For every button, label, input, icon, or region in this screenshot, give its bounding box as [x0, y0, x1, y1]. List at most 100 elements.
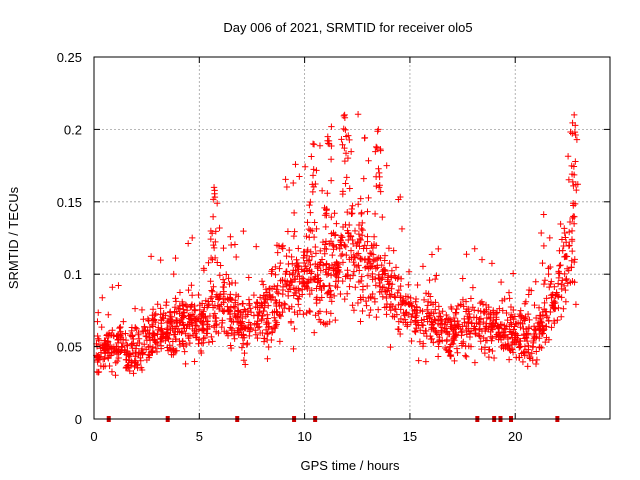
- data-point: [329, 241, 336, 249]
- data-point: [453, 345, 461, 352]
- data-point: [541, 306, 548, 313]
- data-point: [420, 340, 427, 347]
- data-point: [450, 336, 457, 344]
- data-point: [554, 280, 562, 287]
- data-point: [268, 285, 276, 292]
- data-point: [95, 353, 102, 360]
- data-point: [152, 344, 160, 352]
- data-point: [565, 228, 573, 236]
- data-point: [328, 261, 336, 269]
- data-point: [171, 331, 179, 338]
- data-point: [120, 318, 127, 325]
- data-point: [353, 242, 360, 250]
- data-point: [313, 285, 320, 292]
- data-points: [93, 111, 582, 379]
- data-point: [219, 283, 227, 291]
- data-point: [225, 275, 232, 282]
- data-point: [172, 317, 180, 324]
- data-point: [531, 334, 539, 341]
- data-point: [271, 314, 278, 321]
- data-point: [457, 301, 464, 309]
- data-point: [200, 326, 207, 333]
- data-point: [112, 372, 119, 379]
- data-point: [412, 295, 420, 303]
- data-point: [424, 302, 431, 309]
- data-point: [357, 195, 364, 202]
- data-point: [350, 307, 358, 314]
- data-point: [269, 309, 276, 316]
- data-point: [101, 355, 108, 362]
- data-point: [307, 227, 314, 234]
- data-point: [390, 247, 397, 254]
- data-point: [309, 140, 317, 148]
- data-point: [562, 234, 569, 241]
- data-point: [458, 340, 466, 347]
- data-point: [501, 331, 509, 338]
- data-point: [350, 268, 358, 275]
- data-point: [285, 260, 292, 268]
- data-point: [540, 211, 547, 218]
- data-point: [322, 321, 329, 328]
- data-point: [167, 318, 174, 325]
- data-point: [480, 334, 487, 342]
- data-point: [287, 319, 295, 327]
- data-point: [557, 261, 564, 269]
- data-point: [375, 165, 382, 172]
- data-point: [436, 309, 443, 317]
- data-point: [145, 330, 153, 338]
- data-point: [323, 290, 331, 297]
- data-point: [337, 232, 345, 240]
- data-point: [405, 268, 413, 275]
- data-point: [180, 322, 187, 329]
- data-point: [230, 303, 237, 310]
- data-point: [563, 275, 570, 283]
- data-point: [191, 307, 199, 314]
- data-point: [157, 342, 165, 349]
- data-point: [374, 306, 382, 313]
- data-point: [227, 233, 234, 240]
- data-point: [412, 328, 419, 336]
- data-point: [397, 282, 404, 290]
- data-point: [444, 330, 452, 338]
- data-point: [545, 317, 552, 324]
- data-point: [163, 329, 171, 337]
- data-point: [508, 346, 516, 353]
- data-point: [453, 305, 460, 313]
- data-point: [354, 201, 362, 208]
- data-point: [552, 292, 559, 299]
- data-point: [408, 313, 415, 320]
- data-point: [323, 260, 330, 267]
- data-point: [343, 251, 350, 259]
- data-point: [346, 185, 353, 192]
- data-point: [526, 316, 533, 324]
- data-point: [555, 304, 562, 312]
- data-point: [164, 330, 172, 337]
- data-point: [315, 316, 323, 323]
- data-point: [275, 311, 283, 318]
- data-point: [234, 307, 242, 314]
- data-point: [554, 316, 561, 324]
- data-point: [309, 188, 317, 196]
- data-point: [195, 291, 202, 299]
- x-tick-label: 5: [196, 429, 203, 444]
- data-point: [353, 251, 361, 259]
- data-point: [252, 331, 260, 338]
- data-point: [139, 327, 146, 335]
- data-point: [394, 325, 402, 333]
- data-point: [157, 305, 164, 312]
- data-point: [279, 245, 286, 252]
- data-point: [443, 319, 451, 326]
- data-point: [323, 308, 330, 316]
- data-point: [200, 314, 207, 322]
- data-point: [226, 280, 233, 288]
- data-point: [321, 204, 328, 212]
- data-point: [294, 311, 301, 318]
- data-point: [241, 349, 248, 357]
- data-point: [157, 256, 164, 264]
- data-point: [317, 267, 324, 274]
- data-point: [526, 353, 533, 361]
- data-point: [285, 282, 293, 290]
- data-point: [339, 190, 346, 198]
- data-point: [481, 349, 489, 357]
